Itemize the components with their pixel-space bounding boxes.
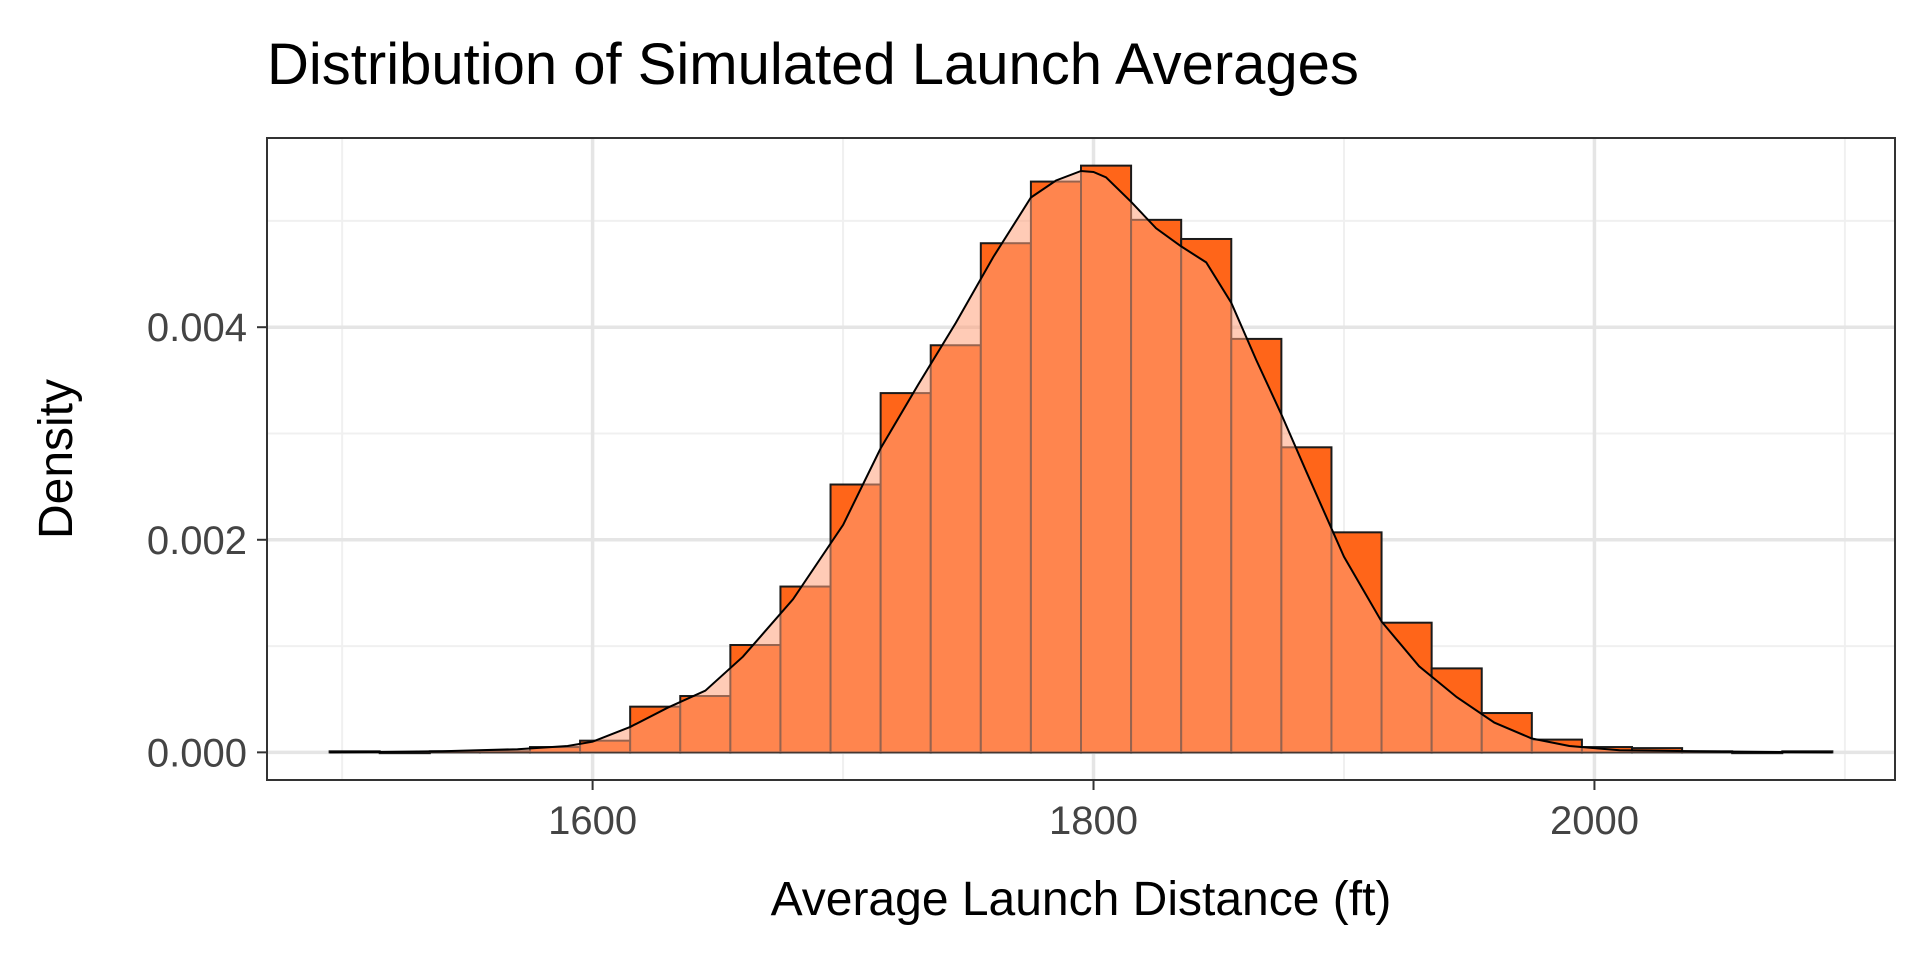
x-axis-title: Average Launch Distance (ft) (771, 873, 1392, 926)
axis-ticks: 1600 1800 2000 0.000 0.002 0.004 (147, 306, 1639, 843)
x-tick-label: 1800 (1049, 799, 1138, 843)
x-tick-label: 1600 (548, 799, 637, 843)
x-tick-label: 2000 (1550, 799, 1639, 843)
density-layer (329, 169, 1833, 754)
panel-border (266, 137, 1896, 781)
y-tick-label: 0.000 (147, 731, 247, 775)
y-tick-label: 0.002 (147, 519, 247, 563)
chart-title: Distribution of Simulated Launch Average… (267, 32, 1359, 97)
y-tick-label: 0.004 (147, 306, 247, 350)
y-axis-title: Density (30, 379, 83, 539)
density-area (329, 171, 1833, 753)
density-curve (329, 169, 1833, 754)
